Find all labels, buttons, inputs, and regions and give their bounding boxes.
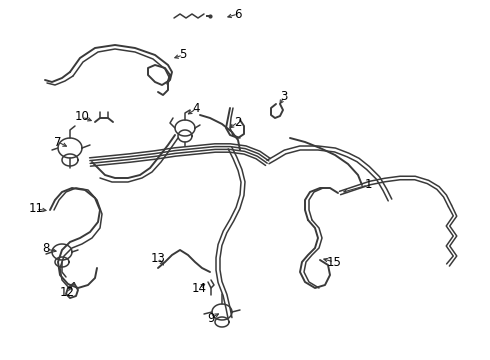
Text: 10: 10 — [74, 111, 90, 123]
Text: 6: 6 — [234, 8, 242, 21]
Text: 4: 4 — [192, 103, 200, 116]
Text: 15: 15 — [326, 256, 342, 269]
Text: 2: 2 — [234, 116, 242, 129]
Text: 7: 7 — [54, 135, 62, 148]
Text: 8: 8 — [42, 243, 49, 256]
Text: 13: 13 — [150, 252, 166, 265]
Text: 11: 11 — [28, 202, 44, 216]
Text: 5: 5 — [179, 49, 187, 62]
Text: 14: 14 — [192, 282, 206, 294]
Text: 1: 1 — [364, 179, 372, 192]
Text: 12: 12 — [59, 287, 74, 300]
Text: 3: 3 — [280, 90, 288, 104]
Text: 9: 9 — [207, 311, 215, 324]
